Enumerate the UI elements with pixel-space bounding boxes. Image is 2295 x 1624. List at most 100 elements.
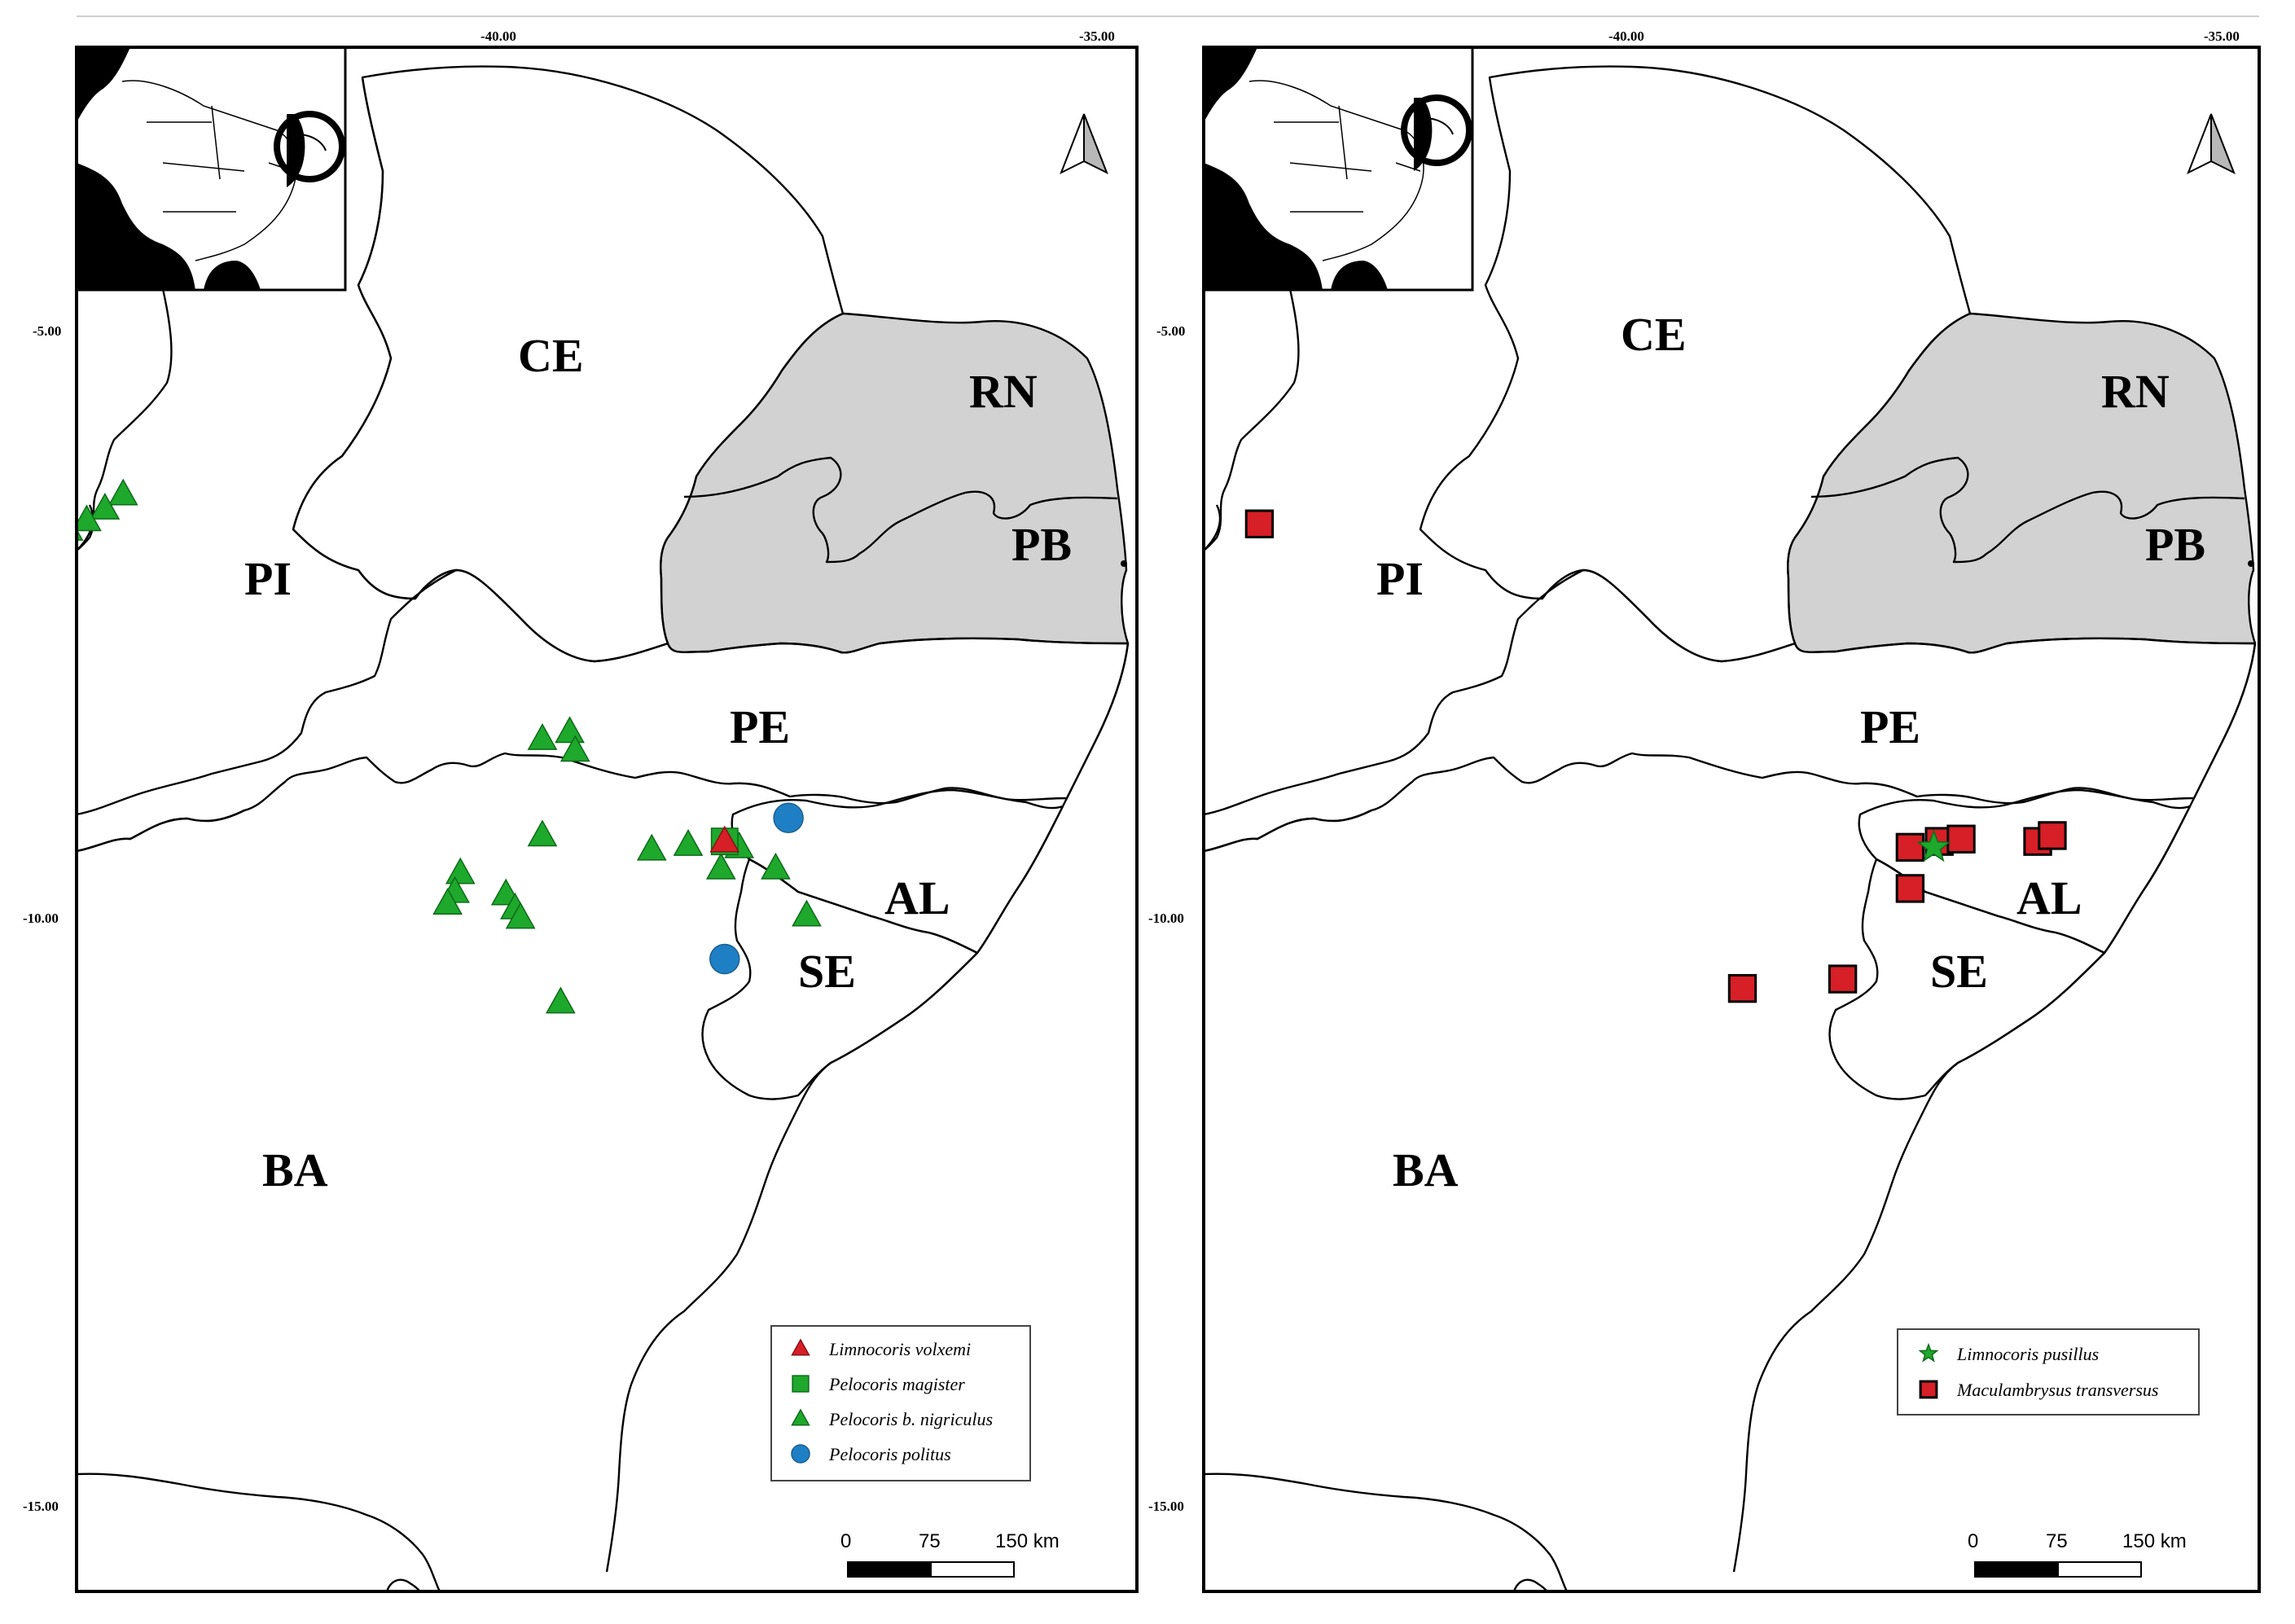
- record-circle-blue: [709, 943, 740, 975]
- coastline: [1732, 643, 2257, 1573]
- record-square-red: [1946, 824, 1976, 854]
- ba-south-boundary: [1204, 1473, 1569, 1591]
- record-square-red: [800, 1205, 826, 1231]
- lon-tick-label: -35.00: [2204, 29, 2240, 44]
- state-shape-rn: [660, 312, 1130, 654]
- north-arrow: [2187, 113, 2236, 175]
- state-outline-se: [701, 858, 979, 1100]
- scale-label: 0: [1968, 1530, 1978, 1552]
- scale-label: 75: [2046, 1530, 2068, 1552]
- scale-label: 150 km: [995, 1530, 1060, 1552]
- coastline: [605, 643, 1130, 1573]
- record-triangle-green: [705, 852, 736, 880]
- legend: Limnocoris pusillus Maculambrysus transve…: [1897, 1328, 2200, 1416]
- record-square-red: [827, 1271, 853, 1297]
- state-outline-pi: [1204, 288, 1300, 551]
- rn-pb-boundary: [683, 456, 1118, 564]
- record-star-green: [1916, 829, 1951, 862]
- state-label-ba: BA: [262, 1143, 328, 1196]
- map-frame: [75, 46, 1139, 1593]
- legend-label: Pelocoris magister: [828, 1374, 965, 1394]
- state-label-ce: CE: [1621, 308, 1687, 361]
- rn-pb-boundary: [1810, 456, 2245, 564]
- legend-symbol-star-green: [1918, 1342, 1939, 1363]
- map-frame: [1202, 46, 2261, 1593]
- state-label-ba: BA: [1393, 1143, 1459, 1196]
- record-triangle-green: [636, 833, 667, 861]
- record-triangle-green: [527, 819, 558, 847]
- scale-label: 0: [840, 1530, 851, 1552]
- lat-tick-label: -15.00: [1148, 1499, 1184, 1514]
- scale-bar: 0 75 150 km: [840, 1530, 1060, 1578]
- state-label-al: AL: [884, 871, 950, 924]
- legend-label: Limnocoris pusillus: [1956, 1344, 2099, 1364]
- state-label-pi: PI: [1376, 552, 1424, 605]
- legend-symbol-square-green: [792, 1375, 810, 1393]
- state-label-se: SE: [798, 945, 856, 998]
- record-triangle-green: [545, 986, 576, 1014]
- state-label-ce: CE: [518, 329, 584, 382]
- lon-tick-label: -40.00: [1608, 29, 1644, 44]
- record-triangle-green: [108, 478, 138, 506]
- record-square-red: [1727, 973, 1757, 1003]
- scale-label: 75: [919, 1530, 941, 1552]
- lat-tick-label: -10.00: [1148, 911, 1184, 926]
- lat-tick-label: -15.00: [23, 1499, 59, 1514]
- ba-southwest-boundary: [385, 1578, 421, 1591]
- scale-label: 150 km: [2122, 1530, 2187, 1552]
- state-label-al: AL: [2016, 871, 2082, 924]
- record-triangle-red: [709, 825, 740, 853]
- ba-southwest-boundary: [1512, 1578, 1548, 1591]
- coast-dot: [1121, 560, 1127, 567]
- legend-symbol-circle-blue: [791, 1444, 810, 1464]
- record-triangle-green: [761, 852, 791, 880]
- record-square-red: [1244, 509, 1275, 538]
- north-arrow: [1060, 113, 1108, 175]
- legend: Limnocoris volxemi Pelocoris magister Pelo…: [770, 1325, 1031, 1481]
- record-triangle-green: [432, 888, 463, 915]
- legend-label: Maculambrysus transversus: [1956, 1380, 2159, 1400]
- state-label-pb: PB: [1011, 518, 1072, 571]
- record-square-red: [2038, 821, 2067, 850]
- record-circle-blue: [773, 802, 804, 834]
- state-label-pb: PB: [2145, 518, 2205, 571]
- record-triangle-green: [90, 492, 121, 520]
- legend-symbol-square-red: [1919, 1380, 1938, 1399]
- record-triangle-green: [673, 828, 704, 856]
- legend-label: Pelocoris b. nigriculus: [828, 1409, 993, 1429]
- record-square-red: [785, 1263, 811, 1289]
- record-triangle-green: [559, 735, 590, 762]
- state-label-pe: PE: [730, 700, 790, 753]
- legend-label: Limnocoris volxemi: [828, 1339, 971, 1359]
- state-outline-se: [1828, 858, 2106, 1100]
- lon-tick-label: -35.00: [1079, 29, 1115, 44]
- record-triangle-green: [792, 899, 822, 927]
- state-outline-pe: [1204, 568, 2257, 853]
- record-square-red: [1895, 832, 1925, 862]
- state-outline-pi-west: [1204, 504, 1222, 551]
- inset-map: [77, 47, 347, 292]
- record-triangle-green: [527, 722, 558, 750]
- inset-map: [1204, 47, 1474, 292]
- record-square-red: [796, 1252, 822, 1278]
- record-triangle-green: [77, 504, 102, 532]
- map-panel-left: -40.00 -35.00 -5.00 -10.00 -15.00: [23, 29, 1139, 1593]
- record-square-red: [1828, 964, 1858, 994]
- scale-bar: 0 75 150 km: [1968, 1530, 2187, 1578]
- state-label-rn: RN: [2101, 365, 2170, 418]
- occurrence-records: [77, 478, 822, 1014]
- state-outline-pe: [77, 568, 1130, 853]
- state-outline-ba: [77, 809, 245, 853]
- legend-label: Pelocoris politus: [828, 1444, 951, 1464]
- record-square-red: [1895, 874, 1925, 903]
- state-label-se: SE: [1930, 945, 1988, 998]
- record-triangle-green: [445, 857, 476, 884]
- ba-south-boundary: [77, 1473, 441, 1591]
- legend-symbol-triangle-green: [791, 1408, 810, 1426]
- state-outline-pi: [77, 288, 173, 551]
- state-label-rn: RN: [969, 365, 1038, 418]
- record-triangle-green: [555, 716, 585, 744]
- lat-tick-label: -10.00: [23, 911, 59, 926]
- state-outline-ba: [1204, 809, 1372, 853]
